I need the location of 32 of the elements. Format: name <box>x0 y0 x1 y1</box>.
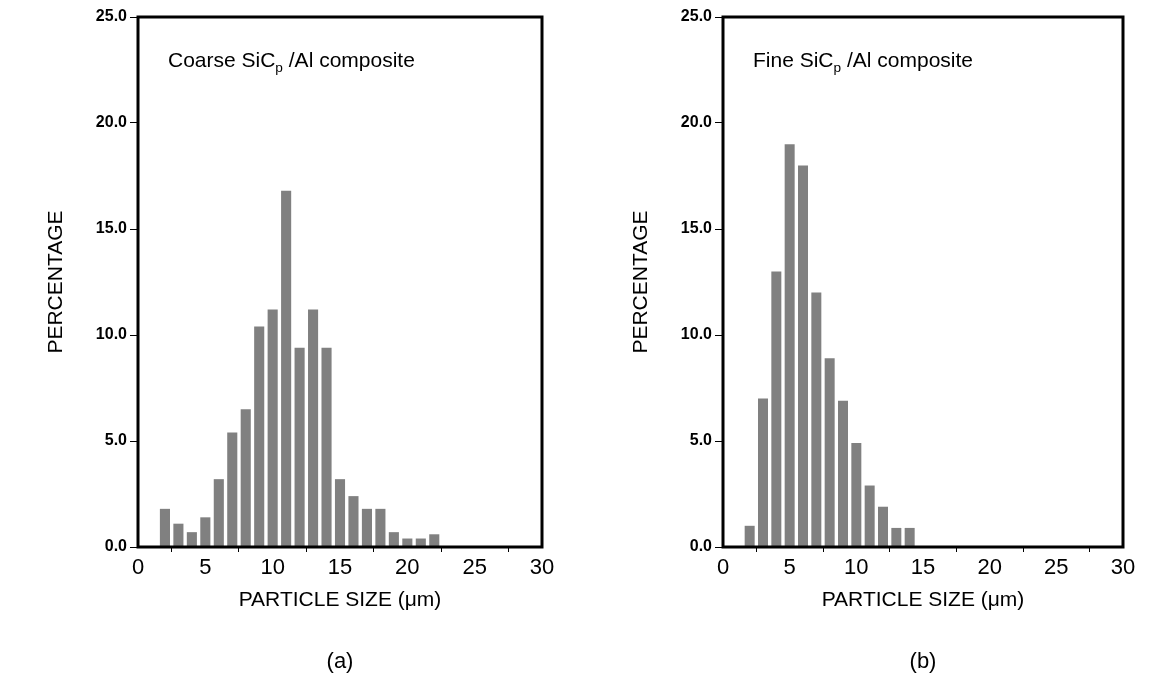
y-tick-label: 25.0 <box>680 7 713 25</box>
x-tick-label: 0 <box>131 554 145 580</box>
text: (a) <box>326 648 354 673</box>
y-axis-title: PERCENTAGE <box>628 210 652 354</box>
y-tick-label: 20.0 <box>95 113 128 131</box>
y-tick-label: 10.0 <box>95 325 128 343</box>
y-tick-label: 0.0 <box>689 537 713 555</box>
x-axis-title: PARTICLE SIZE (μm) <box>821 587 1025 611</box>
y-tick-label: 15.0 <box>95 219 128 237</box>
y-tick-label: 5.0 <box>689 431 713 449</box>
x-tick-label: 25 <box>1044 554 1069 580</box>
x-tick-label: 15 <box>327 554 353 580</box>
x-tick-label: 5 <box>199 554 212 580</box>
x-tick-label: 5 <box>783 554 796 580</box>
x-tick-label: 10 <box>260 554 285 580</box>
x-tick-label: 0 <box>716 554 730 580</box>
y-tick-label: 5.0 <box>104 431 128 449</box>
y-tick-label: 10.0 <box>680 325 713 343</box>
x-tick-label: 15 <box>910 554 936 580</box>
y-tick-label: 20.0 <box>680 113 713 131</box>
y-tick-label: 0.0 <box>104 537 128 555</box>
x-tick-label: 30 <box>529 554 555 580</box>
y-tick-label: 25.0 <box>95 7 128 25</box>
x-axis-title: PARTICLE SIZE (μm) <box>238 587 442 611</box>
y-axis-title: PERCENTAGE <box>43 210 67 354</box>
x-tick-label: 10 <box>844 554 869 580</box>
x-tick-label: 20 <box>395 554 420 580</box>
x-tick-label: 25 <box>462 554 487 580</box>
x-tick-label: 20 <box>977 554 1002 580</box>
y-tick-label: 15.0 <box>680 219 713 237</box>
text: (b) <box>909 648 937 673</box>
x-tick-label: 30 <box>1110 554 1136 580</box>
